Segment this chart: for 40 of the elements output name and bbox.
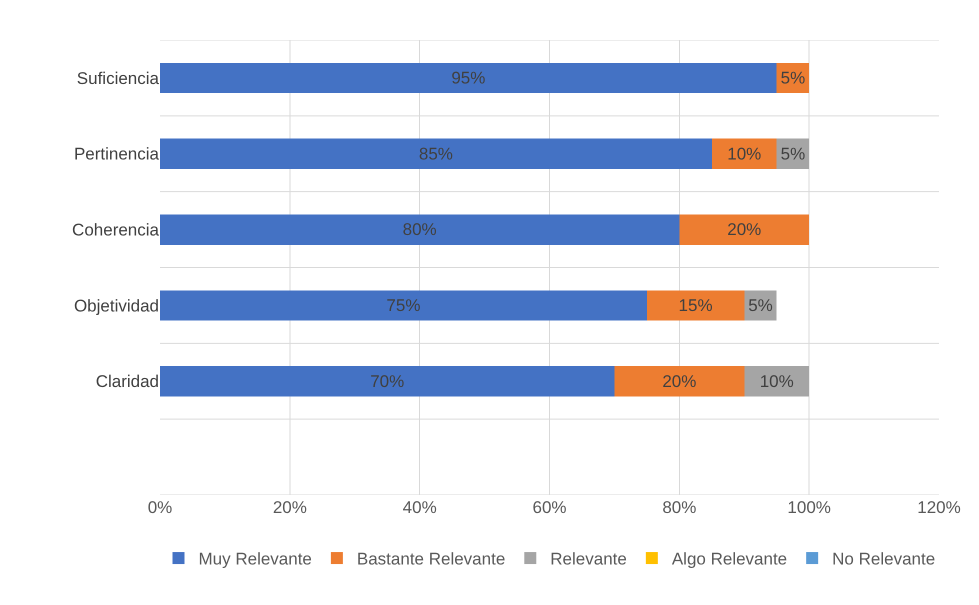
y-tick-label: Objetividad — [74, 296, 159, 316]
legend-label: Algo Relevante — [672, 550, 788, 569]
x-tick-label: 60% — [532, 498, 567, 517]
bar — [160, 290, 647, 321]
x-tick-label: 120% — [917, 498, 961, 517]
data-label: 20% — [662, 372, 696, 391]
data-label: 10% — [760, 372, 794, 391]
data-label: 15% — [678, 296, 713, 315]
data-label: 70% — [370, 372, 404, 391]
data-label: 20% — [727, 220, 762, 240]
y-tick-label: Coherencia — [72, 220, 160, 240]
x-tick-label: 0% — [148, 498, 172, 517]
data-label: 5% — [780, 144, 806, 164]
data-label: 10% — [727, 144, 762, 164]
y-tick-label: Claridad — [96, 372, 159, 392]
x-tick-label: 100% — [787, 498, 831, 517]
bar — [614, 366, 744, 396]
x-tick-label: 80% — [662, 498, 696, 517]
x-tick-label: 20% — [272, 498, 307, 517]
y-tick-label: Suficiencia — [76, 68, 160, 88]
legend-label: No Relevante — [832, 550, 936, 569]
y-tick-label: Pertinencia — [74, 144, 160, 164]
bar — [160, 62, 777, 94]
bar — [160, 138, 712, 169]
data-label: 5% — [748, 296, 773, 315]
data-label: 80% — [402, 220, 437, 240]
bar — [744, 366, 810, 396]
data-label: 85% — [418, 144, 453, 164]
legend-label: Bastante Relevante — [356, 550, 506, 569]
x-tick-label: 40% — [402, 498, 437, 517]
data-label: 95% — [451, 68, 486, 88]
data-label: 5% — [780, 68, 806, 88]
legend-label: Relevante — [550, 550, 627, 569]
data-label: 75% — [386, 296, 420, 315]
bar — [712, 138, 777, 169]
bar — [160, 214, 680, 245]
bar — [646, 290, 744, 321]
bar — [160, 366, 614, 396]
legend-label: Muy Relevante — [198, 550, 312, 569]
bar — [679, 214, 810, 245]
